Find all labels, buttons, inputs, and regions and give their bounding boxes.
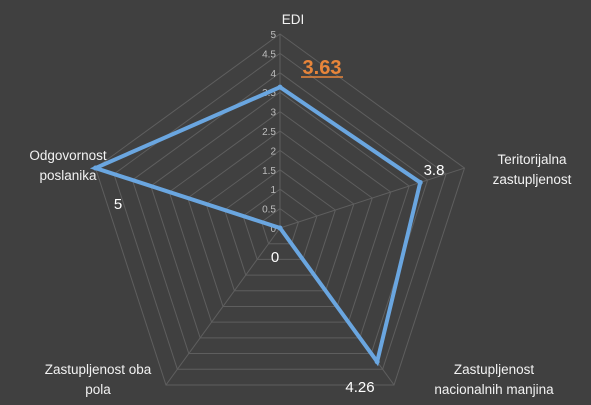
radial-tick-label: 4.5 [262, 49, 276, 60]
radial-tick-label: 1 [270, 185, 276, 196]
grid-ring-2 [242, 188, 318, 260]
category-label: Zastupljenost nacionalnih manjina [434, 362, 554, 397]
value-label: 5 [114, 196, 122, 213]
data-point [417, 179, 423, 185]
grid-ring-7 [150, 91, 410, 339]
category-label: Odgovornost poslanika [29, 148, 107, 183]
value-label: 3.8 [424, 162, 445, 179]
category-label: Zastupljenost oba pola [45, 362, 152, 397]
value-label: 0 [271, 249, 279, 266]
radial-tick-label: 4 [270, 69, 276, 80]
grid-ring-4 [205, 149, 355, 292]
grid-ring-10 [94, 33, 466, 386]
grid-spoke-1 [279, 167, 465, 229]
category-label: EDI [282, 12, 305, 27]
radial-tick-label: 3 [270, 108, 276, 119]
data-point [92, 165, 98, 171]
grid-ring-1 [260, 207, 300, 245]
radial-tick-label: 0.5 [262, 205, 276, 216]
radial-tick-label: 2 [270, 146, 276, 157]
series-polygon [89, 84, 423, 367]
grid-ring-3 [224, 169, 336, 276]
radial-tick-label: 5 [270, 30, 276, 41]
radial-tick-label: 0 [270, 224, 276, 235]
grid-ring-8 [131, 72, 429, 355]
data-point [277, 225, 283, 231]
grid-ring-9 [113, 52, 447, 370]
radial-tick-label: 1.5 [262, 166, 276, 177]
value-label-highlight: 3.63 [303, 57, 342, 79]
data-point [277, 84, 283, 90]
data-point [374, 359, 380, 365]
grid-spoke-3 [165, 227, 281, 386]
category-label: Teritorijalna zastupljenost [493, 152, 572, 187]
grid-ring-6 [168, 110, 392, 323]
radial-tick-label: 2.5 [262, 127, 276, 138]
grid-ring-5 [187, 130, 373, 307]
value-label: 4.26 [345, 379, 374, 396]
